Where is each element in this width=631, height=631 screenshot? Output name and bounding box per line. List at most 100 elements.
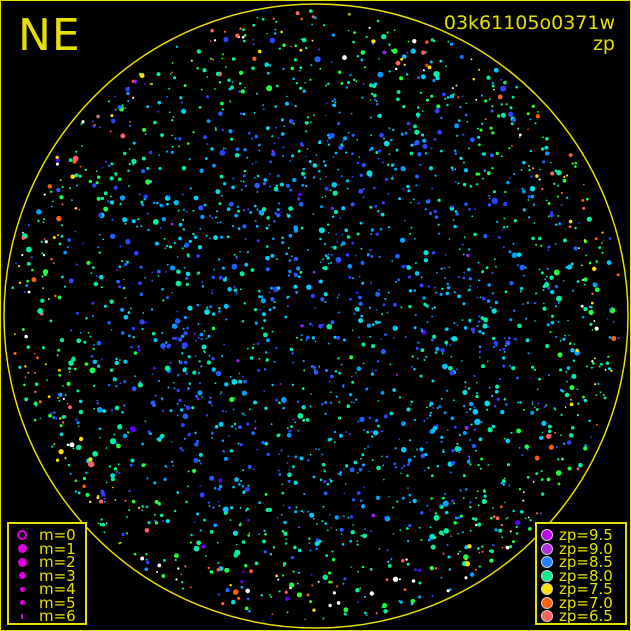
star-marker: [472, 331, 475, 334]
zeropoint-color-swatch: [541, 542, 553, 555]
star-marker: [530, 410, 535, 415]
star-marker: [238, 70, 244, 76]
star-marker: [518, 447, 521, 449]
star-marker: [224, 147, 227, 150]
star-marker: [485, 266, 489, 270]
star-marker: [493, 190, 496, 194]
star-marker: [330, 320, 335, 325]
star-marker: [123, 380, 127, 384]
star-marker: [409, 501, 411, 504]
star-marker: [557, 352, 563, 358]
star-marker: [141, 169, 146, 174]
star-marker: [33, 418, 37, 422]
star-marker: [244, 564, 248, 568]
star-marker: [92, 266, 95, 269]
star-marker: [577, 402, 580, 405]
star-marker: [527, 216, 531, 219]
star-marker: [278, 453, 280, 456]
star-marker: [469, 321, 472, 324]
star-marker: [276, 517, 279, 519]
star-marker: [298, 192, 302, 197]
star-marker: [15, 262, 17, 264]
star-marker: [263, 550, 267, 554]
star-marker: [307, 248, 309, 251]
star-marker: [59, 179, 62, 182]
star-marker: [220, 235, 224, 239]
star-marker: [306, 284, 312, 290]
star-marker: [410, 201, 412, 204]
star-marker: [293, 480, 298, 485]
star-marker: [287, 247, 290, 249]
star-marker: [128, 148, 131, 150]
star-marker: [606, 260, 612, 265]
star-marker: [426, 406, 428, 409]
star-marker: [337, 168, 340, 171]
star-marker: [547, 202, 551, 205]
star-marker: [252, 43, 255, 46]
star-marker: [176, 310, 178, 313]
star-marker: [386, 549, 389, 552]
star-marker: [245, 509, 248, 512]
star-marker: [72, 155, 79, 162]
star-marker: [182, 327, 185, 331]
star-marker: [419, 447, 424, 452]
star-marker: [274, 28, 277, 31]
star-marker: [50, 411, 53, 415]
star-marker: [582, 206, 586, 210]
star-marker: [490, 516, 493, 520]
star-marker: [70, 329, 73, 332]
star-marker: [269, 160, 273, 164]
star-marker: [522, 208, 526, 212]
star-marker: [531, 236, 535, 241]
star-marker: [154, 241, 159, 246]
star-marker: [541, 187, 544, 191]
star-marker: [470, 423, 473, 426]
star-marker: [428, 211, 433, 215]
star-marker: [67, 367, 71, 371]
star-marker: [188, 158, 191, 161]
star-marker: [23, 291, 26, 293]
star-marker: [475, 449, 478, 452]
star-marker: [325, 402, 328, 405]
star-marker: [122, 278, 125, 281]
star-marker: [176, 388, 180, 393]
star-marker: [597, 382, 600, 386]
star-marker: [310, 293, 315, 299]
star-marker: [380, 212, 385, 217]
star-marker: [517, 127, 520, 130]
star-marker: [84, 362, 89, 366]
star-marker: [390, 557, 393, 560]
star-marker: [59, 338, 65, 343]
star-marker: [594, 326, 599, 331]
star-marker: [261, 207, 267, 212]
star-marker: [533, 301, 537, 305]
star-marker: [483, 317, 489, 323]
star-marker: [281, 154, 284, 157]
star-marker: [430, 38, 434, 42]
star-marker: [241, 540, 246, 544]
star-marker: [510, 122, 514, 126]
star-marker: [50, 205, 53, 208]
star-marker: [487, 325, 490, 328]
star-marker: [387, 226, 391, 229]
image-id-label: 03k61105o0371w: [443, 12, 615, 34]
star-marker: [214, 127, 217, 129]
star-marker: [110, 473, 115, 478]
star-marker: [495, 151, 499, 156]
star-marker: [194, 332, 196, 335]
star-marker: [220, 391, 223, 393]
star-marker: [565, 370, 567, 373]
star-marker: [310, 573, 313, 576]
star-marker: [601, 251, 604, 254]
star-marker: [312, 517, 315, 520]
star-marker: [461, 243, 464, 246]
star-marker: [171, 323, 178, 329]
star-marker: [110, 477, 115, 482]
star-marker: [550, 289, 555, 295]
star-marker: [378, 58, 380, 60]
star-marker: [443, 411, 447, 414]
star-marker: [305, 46, 308, 50]
star-marker: [227, 78, 231, 83]
star-marker: [346, 404, 351, 409]
star-marker: [351, 329, 354, 332]
